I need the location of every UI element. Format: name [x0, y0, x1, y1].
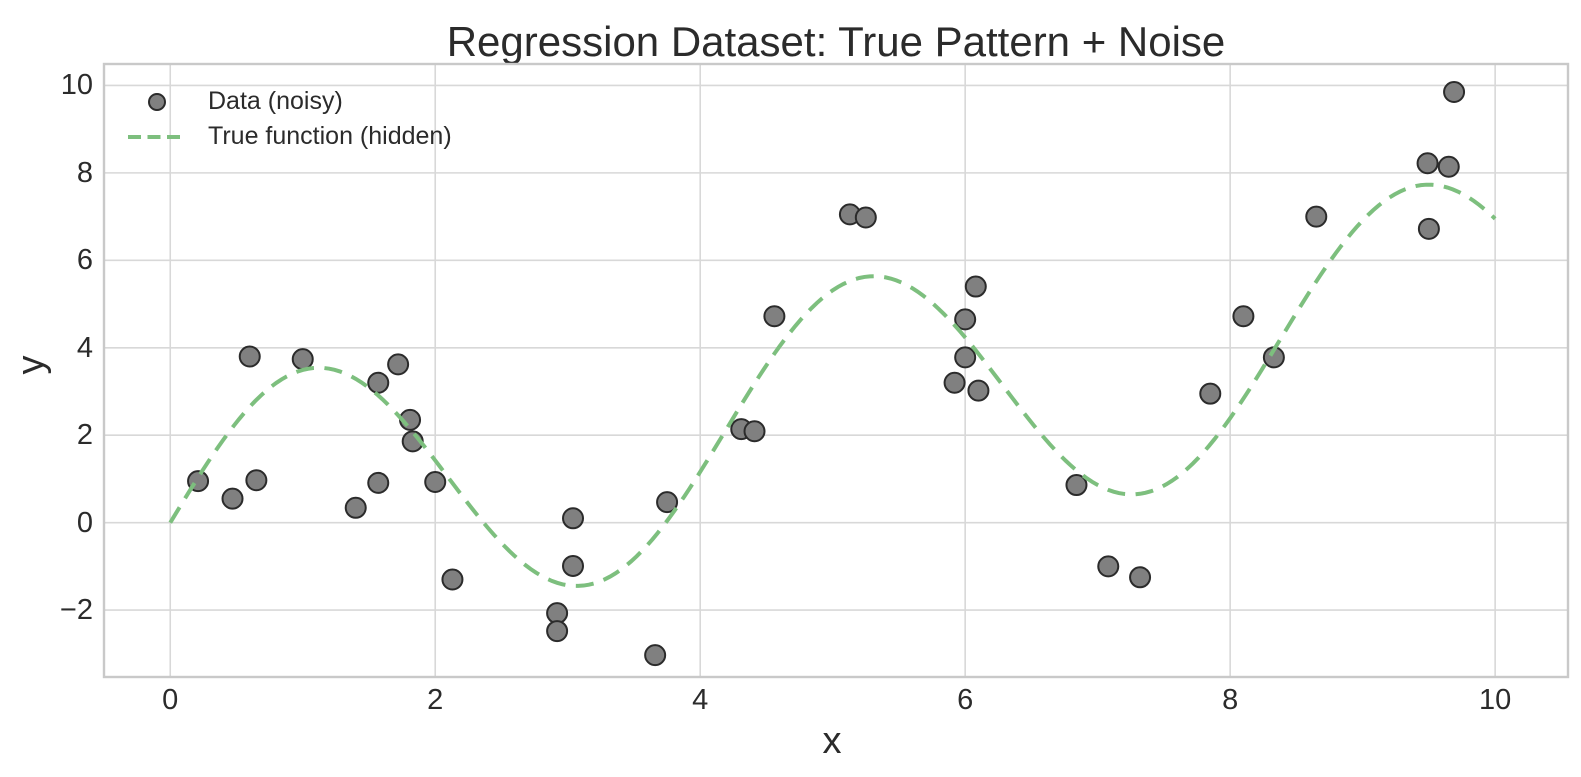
plot-border — [102, 62, 1570, 679]
scatter-point — [854, 206, 877, 229]
scatter-point — [656, 491, 679, 514]
scatter-point — [1129, 566, 1152, 589]
scatter-point — [743, 420, 766, 443]
y-tick-label: 8 — [76, 156, 93, 189]
x-tick-label: 10 — [1478, 684, 1512, 716]
scatter-point — [367, 471, 390, 494]
scatter-point — [1065, 474, 1088, 497]
true-function-curve — [168, 182, 1497, 588]
scatter-point — [344, 496, 367, 519]
scatter-point — [238, 345, 261, 368]
scatter-point — [1443, 80, 1466, 103]
y-tick-label: 6 — [76, 244, 93, 277]
scatter-point — [954, 308, 977, 331]
y-tick-label: 0 — [76, 506, 93, 539]
scatter-point — [441, 568, 464, 591]
x-tick-label: 0 — [162, 684, 179, 716]
scatter-point — [221, 487, 244, 510]
scatter-point — [1097, 555, 1120, 578]
x-tick-label: 6 — [957, 684, 974, 716]
scatter-point — [967, 379, 990, 402]
scatter-point — [562, 554, 585, 577]
legend-item-data-noisy: Data (noisy) — [126, 84, 452, 119]
scatter-point — [763, 305, 786, 328]
scatter-point — [387, 353, 410, 376]
legend-item-true-function: True function (hidden) — [126, 119, 452, 154]
scatter-point — [943, 371, 966, 394]
y-axis-label: y — [10, 355, 52, 375]
x-axis-label: x — [822, 720, 842, 762]
scatter-point — [954, 346, 977, 369]
scatter-point — [245, 469, 268, 492]
scatter-marker-swatch-icon — [148, 92, 166, 111]
scatter-point — [1417, 217, 1440, 240]
chart-title: Regression Dataset: True Pattern + Noise — [446, 18, 1226, 65]
scatter-point — [1437, 155, 1460, 178]
scatter-point — [546, 620, 569, 643]
scatter-point — [367, 371, 390, 394]
legend-label-data-noisy: Data (noisy) — [208, 87, 343, 115]
legend: Data (noisy) True function (hidden) — [126, 84, 452, 154]
scatter-point — [1199, 382, 1222, 405]
x-tick-label: 2 — [427, 684, 444, 716]
scatter-point — [291, 348, 314, 371]
scatter-point — [1305, 205, 1328, 228]
scatter-point — [1416, 152, 1439, 175]
y-tick-label: 10 — [60, 69, 93, 102]
y-tick-label: 2 — [76, 419, 93, 452]
y-tick-label: −2 — [59, 594, 93, 627]
scatter-point — [644, 644, 667, 667]
scatter-point — [562, 507, 585, 530]
scatter-point — [1232, 305, 1255, 328]
scatter-point — [424, 470, 447, 493]
dashed-line-swatch-icon — [128, 134, 186, 139]
x-tick-label: 8 — [1222, 684, 1239, 716]
y-tick-label: 4 — [76, 331, 93, 364]
scatter-point — [964, 275, 987, 298]
legend-label-true-function: True function (hidden) — [208, 122, 452, 150]
x-tick-label: 4 — [692, 684, 709, 716]
